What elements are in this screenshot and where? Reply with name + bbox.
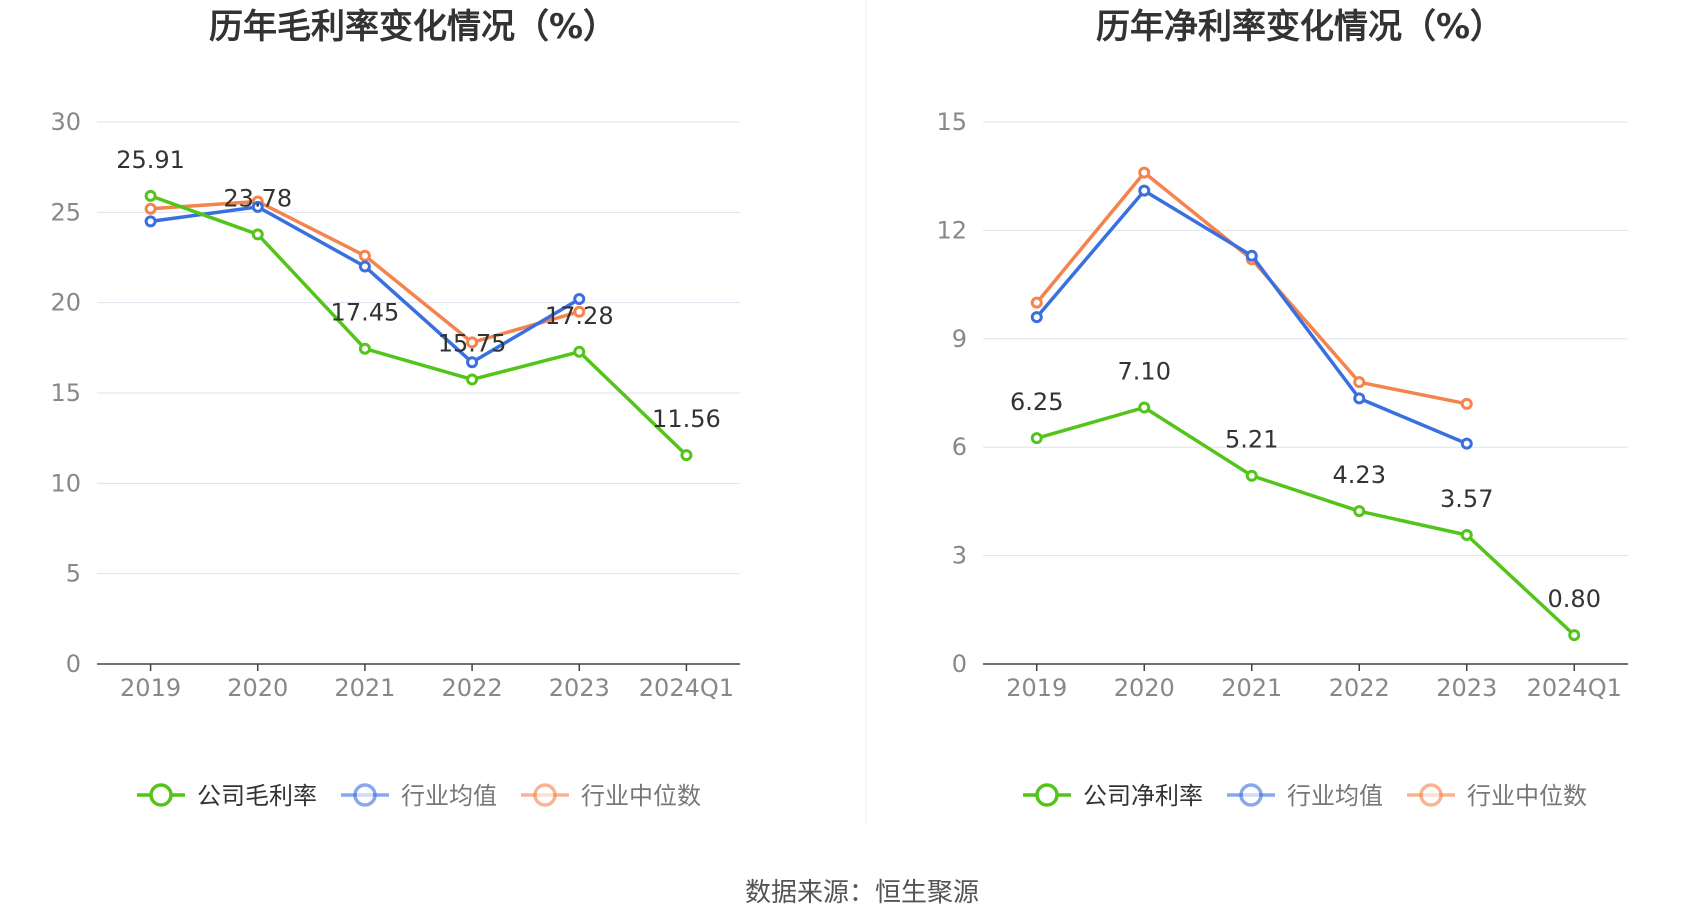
series-2-point — [1353, 376, 1366, 389]
data-source-label: 数据来源：恒生聚源 — [745, 878, 979, 908]
data-label: 3.57 — [1440, 485, 1493, 513]
y-tick-label: 12 — [936, 216, 967, 244]
y-tick-label: 30 — [50, 108, 81, 136]
x-tick-label: 2022 — [1329, 674, 1390, 702]
series-0-point — [251, 228, 264, 241]
data-label: 11.56 — [652, 405, 721, 433]
y-tick-label: 3 — [952, 542, 967, 570]
y-tick-label: 6 — [952, 433, 967, 461]
gross-margin-chart: 历年毛利率变化情况（%） 0 5 10 15 20 25 30 2019 2020 2021 2022… — [50, 7, 740, 810]
series-1-point — [251, 200, 264, 213]
x-tick-label: 2024Q1 — [1527, 674, 1622, 702]
data-label: 23.78 — [223, 184, 292, 212]
legend-marker-icon — [353, 783, 377, 807]
legend-marker-icon — [1239, 783, 1263, 807]
y-tick-label: 5 — [66, 560, 81, 588]
net-margin-chart: 历年净利率变化情况（%） 0 3 6 9 12 15 2019 2020 2021 2022 2023… — [936, 7, 1628, 810]
x-tick-label: 2021 — [334, 674, 395, 702]
series-0-point — [1460, 529, 1473, 542]
series-0-point — [573, 345, 586, 358]
series-0-line — [1036, 405, 1576, 637]
data-label: 6.25 — [1010, 388, 1063, 416]
data-label: 15.75 — [438, 329, 507, 357]
series-2-line — [1035, 170, 1468, 406]
legend-item[interactable]: 公司净利率 — [1023, 782, 1203, 810]
legend-label: 行业中位数 — [1467, 782, 1587, 810]
series-1-point — [1353, 392, 1366, 405]
legend-marker-icon — [1035, 783, 1059, 807]
legend-label: 公司毛利率 — [197, 782, 317, 810]
legend-item[interactable]: 公司毛利率 — [137, 782, 317, 810]
x-tick-label: 2021 — [1221, 674, 1282, 702]
series-1-point — [144, 215, 157, 228]
data-label: 17.45 — [331, 299, 400, 327]
x-tick-label: 2020 — [227, 674, 288, 702]
y-tick-label: 15 — [936, 108, 967, 136]
legend-item[interactable]: 行业均值 — [1227, 782, 1383, 810]
series-2-point — [1460, 397, 1473, 410]
y-tick-label: 25 — [50, 198, 81, 226]
series-1-line — [150, 205, 581, 365]
series-1-point — [1460, 437, 1473, 450]
series-1-line — [1035, 188, 1468, 446]
data-label: 4.23 — [1333, 461, 1386, 489]
series-1-point — [1138, 184, 1151, 197]
series-2-point — [1138, 166, 1151, 179]
legend-label: 行业均值 — [401, 782, 497, 810]
y-tick-label: 9 — [952, 325, 967, 353]
legend-label: 行业中位数 — [581, 782, 701, 810]
series-2-point — [1030, 296, 1043, 309]
series-1-point — [358, 260, 371, 273]
series-0-point — [1353, 505, 1366, 518]
data-label: 17.28 — [545, 302, 614, 330]
y-tick-label: 20 — [50, 289, 81, 317]
x-tick-label: 2022 — [442, 674, 503, 702]
series-0-point — [1030, 432, 1043, 445]
legend-label: 公司净利率 — [1083, 782, 1203, 810]
legend-marker-icon — [533, 783, 557, 807]
series-0-point — [358, 342, 371, 355]
data-label: 25.91 — [116, 146, 185, 174]
chart-title: 历年净利率变化情况（%） — [1096, 7, 1504, 47]
data-label: 5.21 — [1225, 426, 1278, 454]
legend-item[interactable]: 行业中位数 — [521, 782, 701, 810]
series-0-line — [150, 194, 688, 457]
x-tick-label: 2023 — [549, 674, 610, 702]
data-label: 0.80 — [1548, 585, 1601, 613]
series-0-point — [144, 189, 157, 202]
x-tick-label: 2019 — [1006, 674, 1067, 702]
series-1-point — [466, 356, 479, 369]
series-1-point — [1030, 311, 1043, 324]
series-2-point — [144, 202, 157, 215]
x-tick-label: 2023 — [1436, 674, 1497, 702]
series-0-point — [1568, 629, 1581, 642]
series-0-point — [680, 449, 693, 462]
series-2-point — [573, 305, 586, 318]
series-1-point — [1245, 249, 1258, 262]
legend-marker-icon — [149, 783, 173, 807]
y-tick-label: 0 — [66, 650, 81, 678]
data-label: 7.10 — [1118, 357, 1171, 385]
legend-marker-icon — [1419, 783, 1443, 807]
x-tick-label: 2020 — [1114, 674, 1175, 702]
chart-title: 历年毛利率变化情况（%） — [209, 7, 617, 47]
y-tick-label: 0 — [952, 650, 967, 678]
legend-item[interactable]: 行业中位数 — [1407, 782, 1587, 810]
y-tick-label: 10 — [50, 469, 81, 497]
series-1-point — [573, 293, 586, 306]
series-0-point — [1138, 401, 1151, 414]
legend-item[interactable]: 行业均值 — [341, 782, 497, 810]
y-tick-label: 15 — [50, 379, 81, 407]
x-tick-label: 2019 — [120, 674, 181, 702]
series-0-point — [1245, 469, 1258, 482]
legend-label: 行业均值 — [1287, 782, 1383, 810]
x-tick-label: 2024Q1 — [639, 674, 734, 702]
series-2-point — [358, 249, 371, 262]
series-0-point — [466, 373, 479, 386]
series-2-point — [466, 336, 479, 349]
